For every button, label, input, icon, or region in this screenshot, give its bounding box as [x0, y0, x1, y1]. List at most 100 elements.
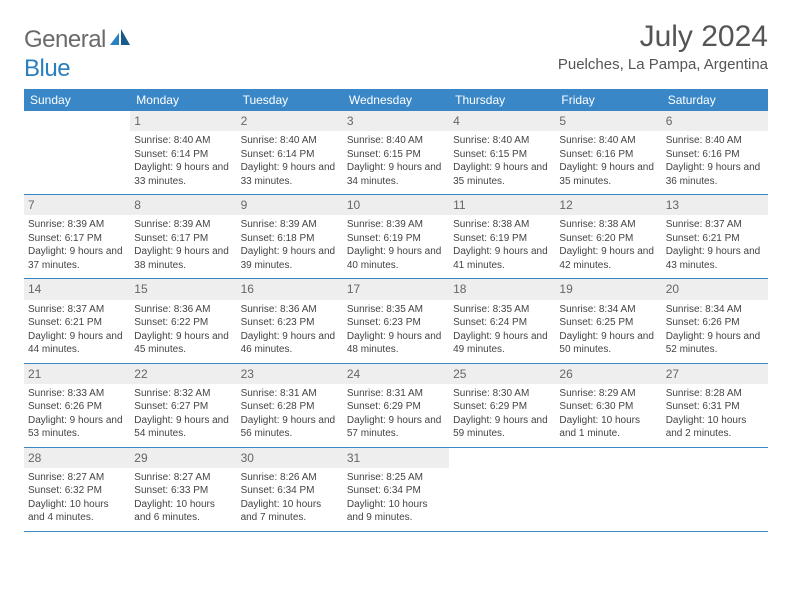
sunrise-line: Sunrise: 8:29 AM — [559, 387, 657, 401]
calendar-day-cell: 13Sunrise: 8:37 AMSunset: 6:21 PMDayligh… — [662, 195, 768, 279]
calendar-day-cell — [662, 447, 768, 531]
sunset-line: Sunset: 6:17 PM — [134, 232, 232, 246]
calendar-day-cell: 8Sunrise: 8:39 AMSunset: 6:17 PMDaylight… — [130, 195, 236, 279]
daylight-line: Daylight: 10 hours and 1 minute. — [559, 414, 657, 441]
sunrise-line: Sunrise: 8:34 AM — [666, 303, 764, 317]
weekday-header: Wednesday — [343, 89, 449, 111]
day-number: 9 — [237, 195, 343, 215]
weekday-header: Monday — [130, 89, 236, 111]
calendar-day-cell: 18Sunrise: 8:35 AMSunset: 6:24 PMDayligh… — [449, 279, 555, 363]
daylight-line: Daylight: 9 hours and 46 minutes. — [241, 330, 339, 357]
daylight-line: Daylight: 10 hours and 9 minutes. — [347, 498, 445, 525]
calendar-day-cell: 2Sunrise: 8:40 AMSunset: 6:14 PMDaylight… — [237, 111, 343, 195]
day-number: 15 — [130, 279, 236, 299]
calendar-day-cell: 19Sunrise: 8:34 AMSunset: 6:25 PMDayligh… — [555, 279, 661, 363]
calendar-day-cell: 30Sunrise: 8:26 AMSunset: 6:34 PMDayligh… — [237, 447, 343, 531]
day-number: 1 — [130, 111, 236, 131]
sunset-line: Sunset: 6:14 PM — [241, 148, 339, 162]
daylight-line: Daylight: 10 hours and 6 minutes. — [134, 498, 232, 525]
sunrise-line: Sunrise: 8:39 AM — [28, 218, 126, 232]
calendar-week-row: 14Sunrise: 8:37 AMSunset: 6:21 PMDayligh… — [24, 279, 768, 363]
sunrise-line: Sunrise: 8:36 AM — [241, 303, 339, 317]
calendar-day-cell: 23Sunrise: 8:31 AMSunset: 6:28 PMDayligh… — [237, 363, 343, 447]
sunrise-line: Sunrise: 8:38 AM — [559, 218, 657, 232]
weekday-header: Thursday — [449, 89, 555, 111]
day-number: 24 — [343, 364, 449, 384]
day-number: 23 — [237, 364, 343, 384]
daylight-line: Daylight: 9 hours and 33 minutes. — [134, 161, 232, 188]
calendar-day-cell: 14Sunrise: 8:37 AMSunset: 6:21 PMDayligh… — [24, 279, 130, 363]
daylight-line: Daylight: 9 hours and 40 minutes. — [347, 245, 445, 272]
sunset-line: Sunset: 6:25 PM — [559, 316, 657, 330]
day-number: 29 — [130, 448, 236, 468]
sunset-line: Sunset: 6:17 PM — [28, 232, 126, 246]
day-number: 17 — [343, 279, 449, 299]
calendar-day-cell: 25Sunrise: 8:30 AMSunset: 6:29 PMDayligh… — [449, 363, 555, 447]
calendar-day-cell: 11Sunrise: 8:38 AMSunset: 6:19 PMDayligh… — [449, 195, 555, 279]
calendar-day-cell: 16 Sunrise: 8:36 AMSunset: 6:23 PMDayligh… — [237, 279, 343, 363]
calendar-day-cell — [24, 111, 130, 195]
sunrise-line: Sunrise: 8:39 AM — [241, 218, 339, 232]
day-number: 12 — [555, 195, 661, 215]
calendar-page: General July 2024 Puelches, La Pampa, Ar… — [0, 0, 792, 552]
day-number: 2 — [237, 111, 343, 131]
daylight-line: Daylight: 9 hours and 38 minutes. — [134, 245, 232, 272]
sunrise-line: Sunrise: 8:28 AM — [666, 387, 764, 401]
calendar-day-cell: 9Sunrise: 8:39 AMSunset: 6:18 PMDaylight… — [237, 195, 343, 279]
daylight-line: Daylight: 9 hours and 39 minutes. — [241, 245, 339, 272]
weekday-header: Friday — [555, 89, 661, 111]
calendar-day-cell: 6Sunrise: 8:40 AMSunset: 6:16 PMDaylight… — [662, 111, 768, 195]
daylight-line: Daylight: 10 hours and 2 minutes. — [666, 414, 764, 441]
day-number: 28 — [24, 448, 130, 468]
calendar-day-cell: 21Sunrise: 8:33 AMSunset: 6:26 PMDayligh… — [24, 363, 130, 447]
sunrise-line: Sunrise: 8:36 AM — [134, 303, 232, 317]
sunset-line: Sunset: 6:16 PM — [559, 148, 657, 162]
sunset-line: Sunset: 6:21 PM — [666, 232, 764, 246]
day-number: 4 — [449, 111, 555, 131]
daylight-line: Daylight: 9 hours and 45 minutes. — [134, 330, 232, 357]
day-number: 8 — [130, 195, 236, 215]
sunrise-line: Sunrise: 8:32 AM — [134, 387, 232, 401]
calendar-day-cell: 3Sunrise: 8:40 AMSunset: 6:15 PMDaylight… — [343, 111, 449, 195]
calendar-week-row: 7Sunrise: 8:39 AMSunset: 6:17 PMDaylight… — [24, 195, 768, 279]
sunset-line: Sunset: 6:14 PM — [134, 148, 232, 162]
day-number: 31 — [343, 448, 449, 468]
sunrise-line: Sunrise: 8:31 AM — [241, 387, 339, 401]
day-number: 16 — [237, 279, 343, 299]
sunrise-line: Sunrise: 8:34 AM — [559, 303, 657, 317]
sunrise-line: Sunrise: 8:26 AM — [241, 471, 339, 485]
sunset-line: Sunset: 6:24 PM — [453, 316, 551, 330]
daylight-line: Daylight: 9 hours and 44 minutes. — [28, 330, 126, 357]
day-number: 14 — [24, 279, 130, 299]
day-number: 11 — [449, 195, 555, 215]
sunrise-line: Sunrise: 8:40 AM — [347, 134, 445, 148]
calendar-week-row: 28Sunrise: 8:27 AMSunset: 6:32 PMDayligh… — [24, 447, 768, 531]
daylight-line: Daylight: 9 hours and 34 minutes. — [347, 161, 445, 188]
calendar-day-cell: 22Sunrise: 8:32 AMSunset: 6:27 PMDayligh… — [130, 363, 236, 447]
brand-part2: Blue — [24, 55, 70, 82]
calendar-day-cell — [555, 447, 661, 531]
calendar-day-cell: 27Sunrise: 8:28 AMSunset: 6:31 PMDayligh… — [662, 363, 768, 447]
sunrise-line: Sunrise: 8:35 AM — [347, 303, 445, 317]
sunrise-line: Sunrise: 8:40 AM — [559, 134, 657, 148]
sunset-line: Sunset: 6:33 PM — [134, 484, 232, 498]
sunset-line: Sunset: 6:20 PM — [559, 232, 657, 246]
brand-part1: General — [24, 26, 106, 54]
sunrise-line: Sunrise: 8:40 AM — [134, 134, 232, 148]
sunrise-line: Sunrise: 8:37 AM — [28, 303, 126, 317]
sunset-line: Sunset: 6:32 PM — [28, 484, 126, 498]
day-number: 3 — [343, 111, 449, 131]
sunset-line: Sunset: 6:27 PM — [134, 400, 232, 414]
sunrise-line: Sunrise: 8:30 AM — [453, 387, 551, 401]
sunset-line: Sunset: 6:23 PM — [241, 316, 339, 330]
calendar-body: 1Sunrise: 8:40 AMSunset: 6:14 PMDaylight… — [24, 111, 768, 531]
sunrise-line: Sunrise: 8:38 AM — [453, 218, 551, 232]
sunset-line: Sunset: 6:28 PM — [241, 400, 339, 414]
calendar-day-cell: 26Sunrise: 8:29 AMSunset: 6:30 PMDayligh… — [555, 363, 661, 447]
sunset-line: Sunset: 6:19 PM — [453, 232, 551, 246]
daylight-line: Daylight: 9 hours and 54 minutes. — [134, 414, 232, 441]
sunset-line: Sunset: 6:34 PM — [241, 484, 339, 498]
calendar-head: Sunday Monday Tuesday Wednesday Thursday… — [24, 89, 768, 111]
calendar-day-cell — [449, 447, 555, 531]
calendar-day-cell: 24Sunrise: 8:31 AMSunset: 6:29 PMDayligh… — [343, 363, 449, 447]
